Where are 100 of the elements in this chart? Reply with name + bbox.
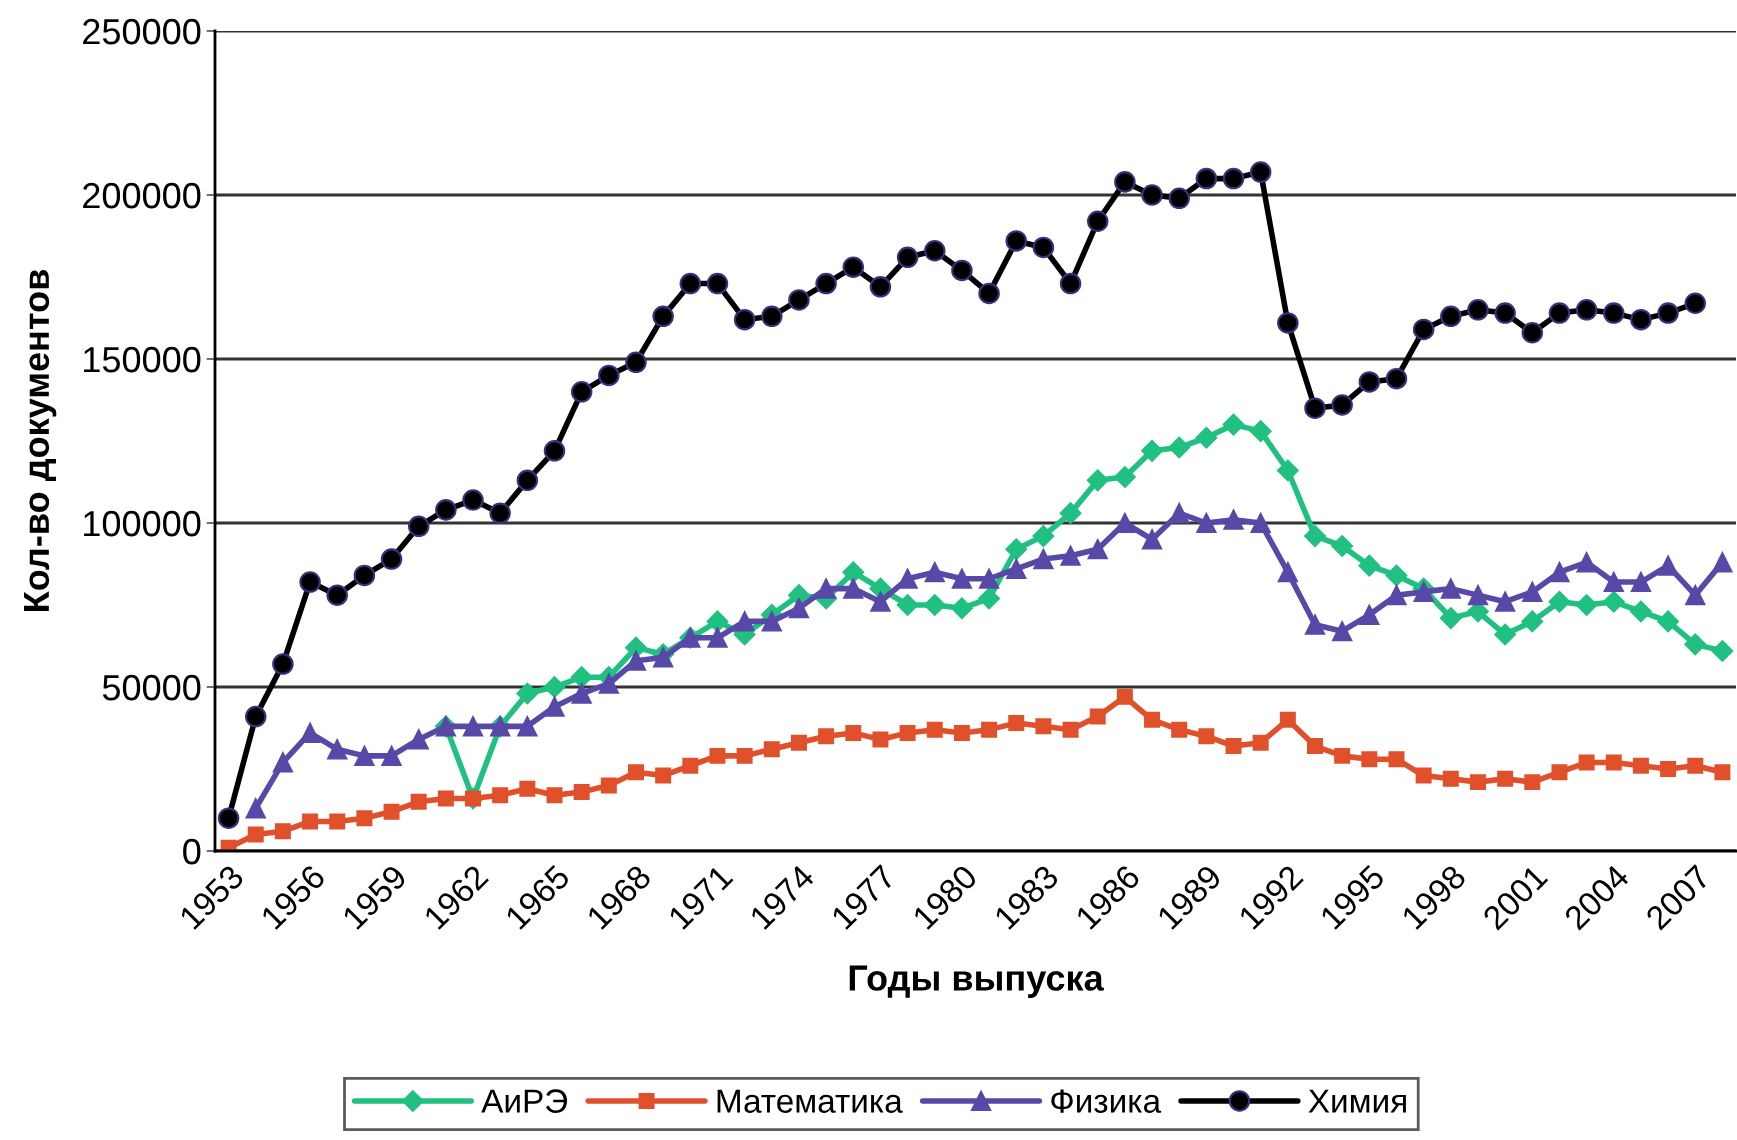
point xyxy=(951,259,973,282)
point xyxy=(842,561,865,584)
point xyxy=(1548,590,1571,613)
point xyxy=(272,653,294,675)
point xyxy=(679,272,702,295)
point xyxy=(978,587,1000,610)
point xyxy=(1277,312,1299,334)
point xyxy=(1331,394,1353,416)
point xyxy=(1116,688,1133,705)
point xyxy=(519,780,536,797)
point xyxy=(896,594,919,616)
point xyxy=(1575,299,1598,321)
point xyxy=(407,515,430,538)
point xyxy=(707,627,728,648)
point xyxy=(1358,371,1381,393)
point xyxy=(1548,302,1571,324)
point xyxy=(1005,230,1027,252)
point xyxy=(652,305,674,328)
point xyxy=(818,728,835,745)
point xyxy=(1657,610,1679,633)
point xyxy=(761,611,782,632)
point xyxy=(1223,509,1244,530)
point xyxy=(734,611,755,632)
point xyxy=(924,562,945,583)
point xyxy=(1195,426,1218,449)
point xyxy=(1603,302,1625,324)
legend-label: Физика xyxy=(1051,1089,1162,1113)
point xyxy=(1279,711,1296,728)
point xyxy=(272,752,293,773)
point xyxy=(1250,512,1271,534)
point xyxy=(517,716,538,737)
point xyxy=(709,747,726,764)
point xyxy=(435,499,457,521)
point xyxy=(1578,754,1595,771)
point xyxy=(706,272,729,295)
point xyxy=(1467,585,1489,606)
legend-label: Химия xyxy=(1308,1089,1406,1113)
point xyxy=(1412,318,1435,341)
point xyxy=(625,351,647,374)
point xyxy=(923,594,946,616)
point xyxy=(1005,538,1028,561)
point xyxy=(1576,552,1597,573)
point xyxy=(1059,502,1082,525)
point xyxy=(274,823,291,840)
point xyxy=(598,364,620,387)
point xyxy=(1442,770,1459,787)
point xyxy=(598,673,619,694)
point xyxy=(546,787,563,804)
point xyxy=(1494,302,1516,324)
point xyxy=(899,724,916,741)
point xyxy=(408,729,429,750)
point xyxy=(1551,764,1568,781)
point xyxy=(327,739,348,760)
point xyxy=(1658,555,1679,576)
point xyxy=(544,696,565,717)
point xyxy=(1062,721,1079,738)
point xyxy=(682,757,699,774)
point xyxy=(1035,718,1052,735)
point xyxy=(380,548,403,570)
point xyxy=(1276,459,1299,482)
point xyxy=(1334,747,1351,764)
point xyxy=(869,276,892,298)
point xyxy=(1684,633,1707,656)
x-axis-title: Годы выпуска xyxy=(849,965,1104,998)
point xyxy=(1144,711,1161,728)
point xyxy=(761,305,783,328)
point xyxy=(353,564,376,587)
point xyxy=(1033,549,1054,570)
point xyxy=(1006,558,1027,579)
point xyxy=(628,764,644,781)
point xyxy=(462,716,484,737)
point xyxy=(1358,554,1381,577)
point xyxy=(1141,439,1163,462)
point xyxy=(979,568,1000,589)
point xyxy=(1660,761,1677,777)
point xyxy=(1439,607,1462,629)
point xyxy=(1304,614,1326,635)
point xyxy=(247,826,264,843)
point xyxy=(1630,600,1652,623)
point xyxy=(1307,738,1323,755)
point xyxy=(516,469,539,492)
point xyxy=(1332,621,1353,642)
point xyxy=(1060,545,1081,566)
point xyxy=(1168,187,1190,210)
point xyxy=(437,790,454,807)
point xyxy=(1494,623,1516,646)
point xyxy=(1632,757,1649,774)
point xyxy=(1522,581,1543,602)
point xyxy=(951,597,973,620)
point xyxy=(1086,210,1109,232)
point xyxy=(1521,322,1544,344)
point xyxy=(1195,167,1218,190)
y-tick-label: 100000 xyxy=(84,510,201,537)
point xyxy=(1114,466,1136,488)
point xyxy=(1657,302,1679,324)
point xyxy=(1684,292,1707,314)
point xyxy=(845,724,862,741)
point xyxy=(1524,774,1541,791)
point xyxy=(245,798,266,819)
point xyxy=(924,240,946,262)
